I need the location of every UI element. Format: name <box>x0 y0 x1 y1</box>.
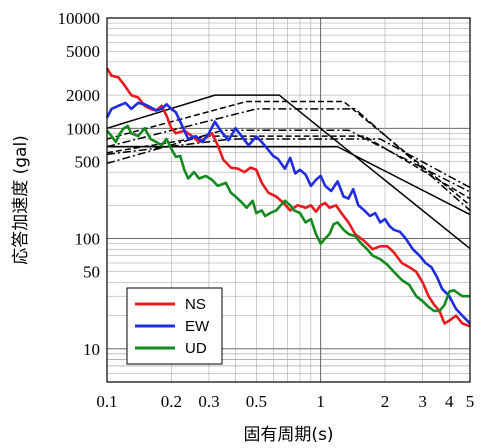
reference-spectrum-line <box>106 108 471 211</box>
legend-label-ud: UD <box>185 340 207 357</box>
x-tick-label: 5 <box>466 392 475 411</box>
x-tick-label: 0.5 <box>246 392 267 411</box>
x-axis-label: 固有周期(s) <box>243 425 333 445</box>
reference-spectrum-line <box>106 135 471 200</box>
legend-label-ns: NS <box>185 296 206 313</box>
y-tick-label: 5000 <box>66 42 100 61</box>
y-axis-label: 応答加速度 (gal) <box>11 135 31 265</box>
series-line-ns <box>105 67 471 328</box>
plot-frame <box>106 17 471 383</box>
reference-spectrum-line <box>106 138 471 189</box>
data-series <box>105 67 471 328</box>
y-tick-label: 2000 <box>66 86 100 105</box>
y-tick-label: 50 <box>83 263 100 282</box>
x-tick-labels: 0.1 0.2 0.3 0.5 1 2 3 4 5 <box>96 392 474 411</box>
x-tick-label: 0.2 <box>161 392 182 411</box>
y-tick-label: 10 <box>83 340 100 359</box>
reference-spectrum-line <box>106 94 471 250</box>
x-tick-label: 0.1 <box>96 392 117 411</box>
y-tick-label: 100 <box>75 230 101 249</box>
series-line-ud <box>106 124 470 313</box>
x-tick-label: 4 <box>445 392 454 411</box>
x-tick-label: 2 <box>381 392 390 411</box>
series-line-ew <box>105 101 471 325</box>
reference-spectrum-line <box>106 100 471 206</box>
legend-label-ew: EW <box>185 318 210 335</box>
y-tick-labels: 10 50 100 500 1000 2000 5000 10000 <box>58 9 101 359</box>
legend: NS EW UD <box>126 287 223 365</box>
reference-spectra <box>106 94 471 250</box>
y-tick-label: 500 <box>75 152 101 171</box>
reference-spectrum-line <box>107 145 471 216</box>
y-tick-label: 10000 <box>58 9 101 28</box>
x-tick-label: 1 <box>316 392 325 411</box>
reference-spectrum-line <box>106 129 471 193</box>
x-tick-label: 0.3 <box>198 392 219 411</box>
x-tick-label: 3 <box>418 392 427 411</box>
y-tick-label: 1000 <box>66 119 100 138</box>
